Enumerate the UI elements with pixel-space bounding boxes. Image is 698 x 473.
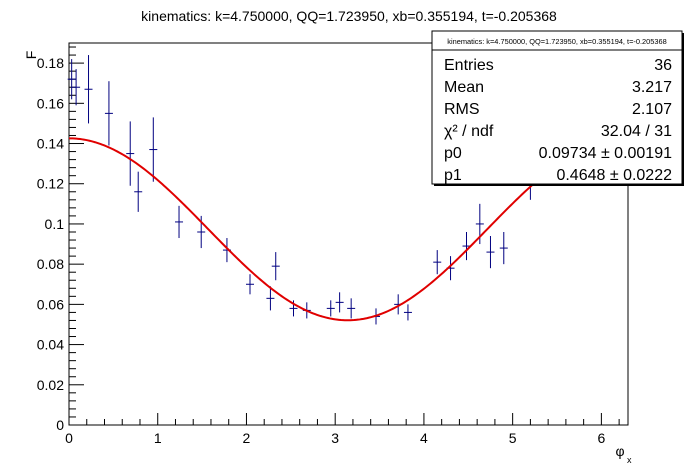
plot-frame [68,42,629,426]
x-tick-label: 0 [65,430,73,446]
stats-row-value: 0.09734 ± 0.00191 [539,145,672,162]
data-point [246,274,255,295]
plot-area-border [68,42,629,426]
x-tick-label: 2 [243,430,251,446]
data-point [462,231,471,261]
y-tick-label: 0.18 [37,55,64,71]
data-point [266,286,275,311]
data-point [149,117,158,182]
x-axis-label-subscript: x [627,455,632,465]
y-tick-label: 0.04 [37,337,64,353]
y-tick-label: 0.1 [45,216,65,232]
data-point [84,55,93,124]
y-tick-label: 0.12 [37,176,64,192]
x-tick-label: 4 [420,430,428,446]
stats-row-label: Mean [444,79,484,96]
x-axis-label: φ [615,443,624,459]
y-tick-label: 0.06 [37,296,64,312]
x-tick-label: 3 [331,430,339,446]
data-point [486,236,495,269]
y-tick-label: 0.14 [37,136,64,152]
data-point [72,69,81,106]
stats-row-value: 32.04 / 31 [601,123,672,140]
x-tick-label: 5 [509,430,517,446]
stats-row-value: 3.217 [632,79,672,96]
y-tick-label: 0.16 [37,95,64,111]
axis-ticks: 0 1 2 3 4 5 6 0 0.02 0.04 0.06 0.08 0.1 0.12 0.14 0.16 0… [37,46,620,446]
data-point [271,252,280,281]
y-tick-label: 0.02 [37,377,64,393]
stats-box-title: kinematics: k=4.750000, QQ=1.723950, xb=… [447,37,666,46]
stats-row-value: 36 [654,57,672,74]
data-point [433,250,442,275]
y-axis-label: F [23,51,39,60]
stats-box-frame [431,30,683,185]
y-tick-label: 0 [56,417,64,433]
stats-row-value: 0.4648 ± 0.0222 [556,167,672,184]
data-point [104,81,113,146]
data-point [67,59,76,100]
x-tick-label: 1 [154,430,162,446]
stats-row-label: χ² / ndf [444,123,494,140]
data-point [347,298,356,319]
x-tick-label: 6 [597,430,605,446]
stats-box: kinematics: k=4.750000, QQ=1.723950, xb=… [431,30,684,186]
stats-row-label: RMS [444,101,480,118]
data-point [175,205,184,239]
stats-row-label: Entries [444,57,494,74]
stats-row-label: p0 [444,145,462,162]
data-point [403,304,412,321]
data-point [134,171,143,212]
stats-row-value: 2.107 [632,101,672,118]
data-point [499,231,508,265]
y-tick-label: 0.08 [37,256,64,272]
stats-row-label: p1 [444,167,462,184]
data-point [335,292,344,313]
data-point [326,300,335,317]
data-point [126,121,135,186]
chart-title: kinematics: k=4.750000, QQ=1.723950, xb=… [141,8,557,24]
